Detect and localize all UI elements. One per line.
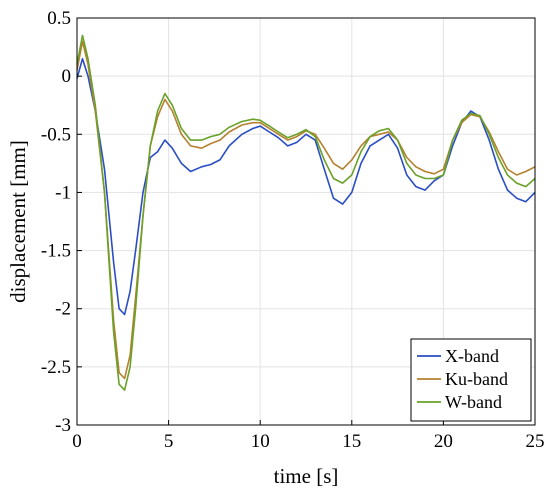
y-tick-label: -2.5 — [41, 357, 71, 378]
series-line-ku-band — [76, 40, 536, 380]
series-line-w-band — [76, 34, 536, 391]
x-axis-label: time [s] — [274, 464, 339, 488]
x-tick-label: 20 — [434, 431, 453, 452]
x-tick-label: 25 — [526, 431, 545, 452]
x-tick-label: 15 — [342, 431, 361, 452]
legend-entry-label: X-band — [445, 346, 499, 366]
x-tick-label: 10 — [251, 431, 270, 452]
legend-entry-label: W-band — [445, 392, 502, 412]
y-axis-label: displacement [mm] — [6, 140, 30, 303]
series-line-x-band — [76, 57, 536, 316]
y-tick-label: -0.5 — [41, 124, 71, 145]
y-tick-label: -1.5 — [41, 241, 71, 262]
legend: X-band Ku-band W-band — [410, 338, 532, 422]
legend-box — [410, 338, 532, 422]
y-axis-ticks: 0.5 0 -0.5 -1 -1.5 -2 -2.5 -3 — [41, 8, 82, 436]
y-tick-label: -1 — [55, 182, 71, 203]
series-lines — [76, 34, 536, 391]
x-tick-label: 0 — [72, 431, 82, 452]
y-tick-label: -2 — [55, 299, 71, 320]
y-tick-label: 0.5 — [47, 8, 71, 29]
y-tick-label: 0 — [62, 66, 72, 87]
legend-entry-label: Ku-band — [445, 369, 508, 389]
x-tick-label: 5 — [164, 431, 174, 452]
plot-frame — [76, 17, 536, 426]
x-axis-ticks: 0 5 10 15 20 25 — [72, 420, 545, 452]
y-tick-label: -3 — [55, 415, 71, 436]
